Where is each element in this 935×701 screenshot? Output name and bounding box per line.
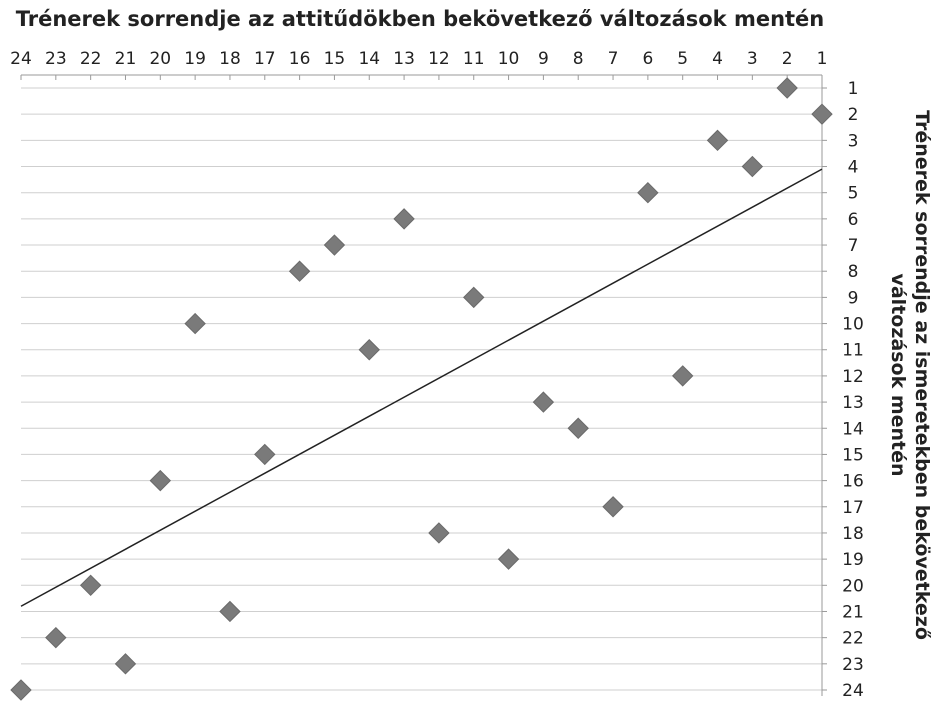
data-point — [114, 653, 137, 675]
x-tick-label: 16 — [289, 49, 311, 69]
x-tick-label: 12 — [428, 49, 450, 69]
y-tick-label: 5 — [848, 184, 859, 204]
data-point — [811, 103, 833, 125]
data-point — [358, 339, 380, 361]
x-tick-label: 19 — [184, 49, 206, 69]
x-tick-label: 24 — [10, 49, 32, 69]
y-tick-label: 7 — [848, 236, 859, 256]
x-tick-label: 15 — [324, 49, 346, 69]
x-tick-label: 20 — [149, 49, 171, 69]
x-tick-label: 11 — [463, 49, 485, 69]
y-tick-label: 20 — [842, 576, 864, 596]
x-tick-label: 6 — [642, 49, 653, 69]
y-tick-label: 3 — [848, 131, 859, 151]
x-tick-label: 22 — [80, 49, 102, 69]
data-point — [288, 260, 311, 282]
y-tick-label: 12 — [842, 367, 864, 387]
y-tick-label: 8 — [848, 262, 859, 282]
data-point — [567, 417, 589, 439]
x-tick-label: 2 — [782, 49, 793, 69]
y-tick-label: 17 — [842, 498, 864, 518]
data-point — [10, 679, 32, 701]
trendline — [20, 168, 823, 607]
data-point — [254, 443, 276, 466]
x-tick-label: 5 — [677, 49, 688, 69]
y-tick-label: 23 — [842, 655, 864, 675]
x-tick-label: 9 — [538, 49, 549, 69]
y-tick-label: 19 — [842, 550, 864, 570]
y-axis-title-line-1: Trénerek sorrendje az ismeretekben beköv… — [911, 110, 933, 640]
x-tick-label: 8 — [573, 49, 584, 69]
data-point — [602, 496, 624, 518]
data-point — [741, 155, 764, 178]
y-tick-label: 13 — [842, 393, 864, 413]
data-point — [428, 522, 450, 544]
x-tick-label: 10 — [498, 49, 520, 69]
y-tick-label: 11 — [842, 341, 864, 361]
y-tick-label: 4 — [848, 158, 859, 178]
x-tick-label: 14 — [358, 49, 380, 69]
x-tick-label: 3 — [747, 49, 758, 69]
y-tick-label: 22 — [842, 629, 864, 649]
y-tick-label: 9 — [848, 288, 859, 308]
y-tick-label: 21 — [842, 602, 864, 622]
data-point — [776, 77, 798, 99]
y-axis-title: Trénerek sorrendje az ismeretekben beköv… — [887, 110, 933, 640]
y-tick-label: 10 — [842, 315, 864, 335]
data-point — [79, 574, 102, 597]
gridlines — [21, 87, 822, 691]
y-tick-label: 2 — [848, 105, 859, 125]
data-point — [323, 234, 346, 256]
data-point — [184, 312, 206, 335]
y-tick-label: 24 — [842, 681, 864, 701]
x-tick-label: 13 — [393, 49, 415, 69]
data-point — [532, 391, 555, 413]
data-points — [10, 77, 833, 701]
data-point — [706, 129, 729, 152]
chart-title: Trénerek sorrendje az attitűdökben beköv… — [16, 7, 825, 31]
y-tick-label: 6 — [848, 210, 859, 230]
y-tick-label: 14 — [842, 419, 864, 439]
data-point — [149, 469, 172, 492]
x-tick-label: 1 — [817, 49, 828, 69]
y-tick-label: 15 — [842, 445, 864, 465]
x-tick-label: 21 — [115, 49, 137, 69]
data-point — [463, 286, 485, 309]
y-tick-label: 18 — [842, 524, 864, 544]
data-point — [671, 365, 694, 387]
data-point — [393, 208, 415, 230]
x-tick-label: 18 — [219, 49, 241, 69]
data-point — [497, 548, 520, 570]
y-tick-label: 1 — [848, 79, 859, 99]
x-tick-label: 17 — [254, 49, 276, 69]
y-tick-label: 16 — [842, 472, 864, 492]
x-tick-label: 7 — [608, 49, 619, 69]
data-point — [45, 626, 67, 649]
x-tick-label: 23 — [45, 49, 67, 69]
data-point — [637, 181, 659, 204]
x-tick-label: 4 — [712, 49, 723, 69]
y-axis-title-line-2: változások mentén — [887, 273, 909, 476]
data-point — [219, 600, 241, 623]
